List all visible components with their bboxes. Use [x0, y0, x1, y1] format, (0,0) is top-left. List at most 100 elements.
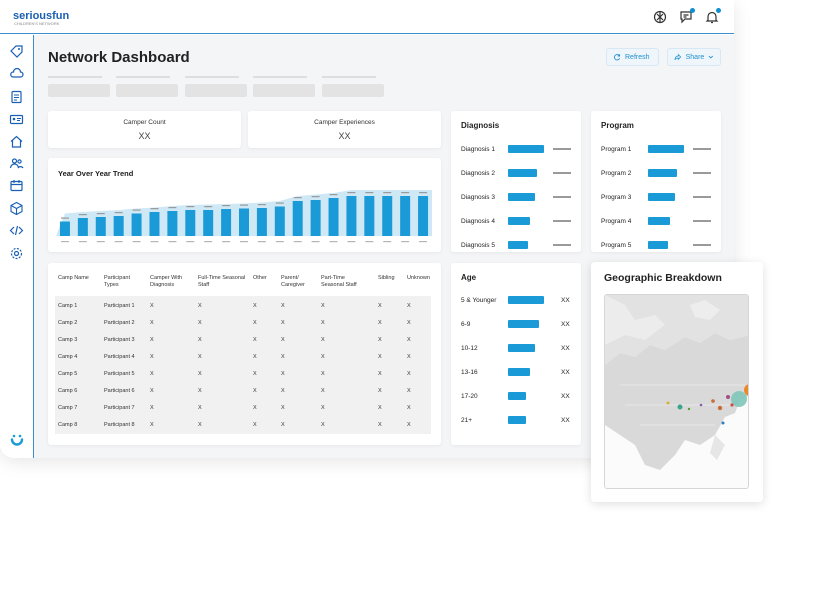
table-row[interactable]: Camp 4 Participant 4 X X X X X X X [55, 349, 431, 366]
table-row[interactable]: Camp 3 Participant 3 X X X X X X X [55, 332, 431, 349]
age-row[interactable]: 17-20 XX [461, 392, 579, 401]
diagnosis-row[interactable]: Diagnosis 2 [461, 169, 579, 178]
filter-select[interactable] [116, 84, 178, 97]
column-header[interactable]: Other [253, 275, 267, 281]
map-point [687, 407, 691, 411]
diagnosis-row[interactable]: Diagnosis 5 [461, 241, 579, 250]
column-header[interactable]: Part-Time Seasonal Staff [321, 275, 357, 288]
age-label: 17-20 [461, 393, 478, 400]
table-cell: Camp 2 [58, 320, 78, 326]
table-row[interactable]: Camp 2 Participant 2 X X X X X X X [55, 315, 431, 332]
trend-bar-label [186, 206, 195, 208]
refresh-button[interactable]: Refresh [606, 48, 659, 66]
gear-icon[interactable] [9, 246, 24, 261]
table-row[interactable]: Camp 5 Participant 5 X X X X X X X [55, 366, 431, 383]
filter-select[interactable] [48, 84, 110, 97]
diagnosis-row[interactable]: Diagnosis 4 [461, 217, 579, 226]
trend-bar-label [150, 208, 159, 210]
program-row[interactable]: Program 5 [601, 241, 719, 250]
table-row[interactable]: Camp 1 Participant 1 X X X X X X X [55, 298, 431, 315]
share-button[interactable]: Share [667, 48, 721, 66]
trend-tick-label [204, 241, 213, 243]
trend-tick-label [150, 241, 159, 243]
filter-select[interactable] [253, 84, 315, 97]
column-header[interactable]: Unknown [407, 275, 430, 281]
age-row[interactable]: 6-9 XX [461, 320, 579, 329]
table-cell: X [150, 405, 154, 411]
trend-bar [95, 217, 106, 236]
diagnosis-row[interactable]: Diagnosis 3 [461, 193, 579, 202]
trend-bar [221, 209, 232, 236]
table-cell: X [378, 405, 382, 411]
table-row[interactable]: Camp 8 Participant 8 X X X X X X X [55, 417, 431, 434]
code-icon[interactable] [9, 223, 24, 238]
program-bar [648, 241, 668, 249]
table-row[interactable]: Camp 7 Participant 7 X X X X X X X [55, 400, 431, 417]
filter-label [253, 76, 307, 78]
diagnosis-row[interactable]: Diagnosis 1 [461, 145, 579, 154]
table-cell: X [321, 337, 325, 343]
bell-icon[interactable] [704, 8, 721, 25]
chat-icon[interactable] [678, 8, 695, 25]
program-label: Program 1 [601, 146, 632, 153]
age-row[interactable]: 5 & Younger XX [461, 296, 579, 305]
map[interactable] [604, 294, 749, 489]
column-header[interactable]: Camper With Diagnosis [150, 275, 183, 288]
column-header[interactable]: Sibling [378, 275, 395, 281]
trend-tick-label [114, 241, 123, 243]
trend-bar-label [222, 205, 231, 207]
table-cell: Participant 7 [104, 405, 135, 411]
program-row[interactable]: Program 4 [601, 217, 719, 226]
filter-select[interactable] [322, 84, 384, 97]
column-header[interactable]: Participant Types [104, 275, 130, 288]
filter-select[interactable] [185, 84, 247, 97]
filter-label [185, 76, 239, 78]
diagnosis-label: Diagnosis 4 [461, 218, 495, 225]
table-row[interactable]: Camp 6 Participant 6 X X X X X X X [55, 383, 431, 400]
map-point [711, 399, 715, 403]
trend-bar-label [204, 206, 213, 208]
table-cell: Participant 8 [104, 422, 135, 428]
table-cell: X [321, 388, 325, 394]
trend-bar-label [257, 204, 266, 206]
chevron-down-icon [708, 55, 714, 59]
kpi-card-camper-count: Camper Count XX [48, 111, 241, 148]
table-cell: X [198, 320, 202, 326]
trend-tick-label [257, 241, 266, 243]
age-row[interactable]: 10-12 XX [461, 344, 579, 353]
trend-bar [346, 196, 357, 236]
trend-tick-label [222, 241, 231, 243]
column-header[interactable]: Full-Time Seasonal Staff [198, 275, 246, 288]
map-point [726, 395, 730, 399]
id-card-icon[interactable] [9, 112, 24, 127]
age-row[interactable]: 13-16 XX [461, 368, 579, 377]
table-cell: X [281, 303, 285, 309]
diagnosis-placeholder [553, 220, 571, 222]
trend-bar [203, 210, 214, 236]
cube-icon[interactable] [9, 201, 24, 216]
program-bar [648, 169, 677, 177]
clipboard-icon[interactable] [9, 89, 24, 104]
diagnosis-bar [508, 145, 544, 153]
table-cell: X [321, 405, 325, 411]
program-row[interactable]: Program 2 [601, 169, 719, 178]
column-header[interactable]: Parent/ Caregiver [281, 275, 305, 288]
column-header[interactable]: Camp Name [58, 275, 89, 281]
program-row[interactable]: Program 3 [601, 193, 719, 202]
calendar-icon[interactable] [9, 178, 24, 193]
age-row[interactable]: 21+ XX [461, 416, 579, 425]
table-cell: X [321, 422, 325, 428]
home-icon[interactable] [9, 134, 24, 149]
table-cell: X [150, 320, 154, 326]
logo[interactable]: seriousfun [13, 10, 70, 22]
tag-icon[interactable] [9, 44, 24, 59]
brand-smile-icon[interactable] [10, 433, 24, 447]
map-point [731, 391, 747, 407]
trend-bar-label [240, 204, 248, 206]
program-label: Program 3 [601, 194, 632, 201]
top-icons [652, 8, 721, 25]
cloud-icon[interactable] [9, 66, 24, 81]
program-row[interactable]: Program 1 [601, 145, 719, 154]
users-icon[interactable] [9, 156, 24, 171]
openai-icon[interactable] [652, 9, 668, 25]
